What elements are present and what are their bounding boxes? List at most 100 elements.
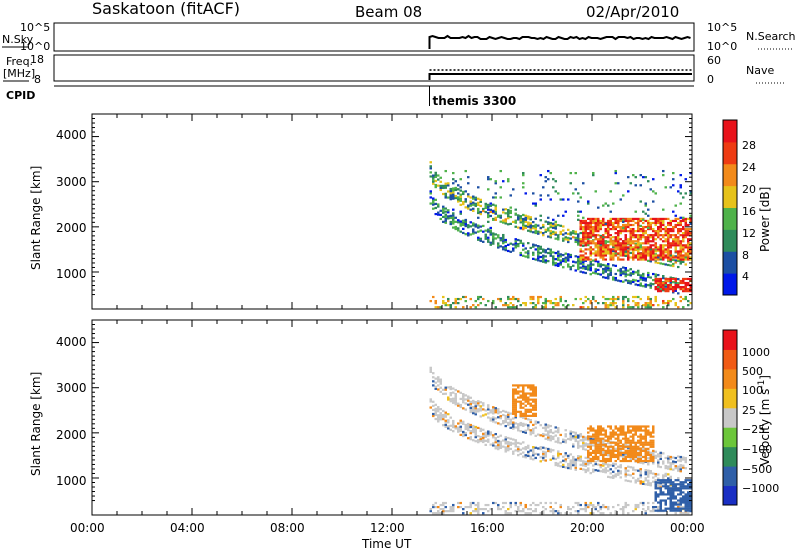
heatmap-cell (522, 451, 525, 454)
heatmap-cell (687, 304, 690, 307)
heatmap-cell (599, 263, 602, 266)
heatmap-cell (677, 257, 680, 261)
heatmap-cell (637, 225, 640, 229)
heatmap-cell (562, 233, 565, 236)
heatmap-cell (664, 479, 667, 482)
heatmap-cell (632, 466, 635, 469)
heatmap-cell (454, 216, 457, 219)
heatmap-cell (624, 275, 627, 278)
heatmap-cell (689, 487, 692, 490)
heatmap-cell (537, 251, 540, 254)
heatmap-cell (434, 413, 437, 417)
heatmap-cell (609, 468, 612, 471)
heatmap-cell (607, 267, 610, 270)
heatmap-cell (487, 438, 490, 441)
heatmap-cell (532, 392, 535, 395)
heatmap-cell (654, 479, 657, 482)
heatmap-cell (452, 197, 455, 200)
heatmap-cell (664, 254, 667, 257)
heatmap-cell (549, 448, 552, 451)
heatmap-cell (662, 460, 665, 463)
heatmap-cell (432, 372, 435, 375)
heatmap-cell (614, 302, 617, 305)
heatmap-cell (442, 503, 445, 507)
heatmap-cell (684, 230, 687, 233)
heatmap-cell (674, 204, 677, 207)
heatmap-cell (669, 230, 672, 233)
heatmap-cell (494, 182, 497, 185)
heatmap-cell (479, 405, 482, 408)
heatmap-cell (537, 503, 540, 507)
heatmap-cell (429, 161, 432, 164)
heatmap-cell (454, 188, 457, 192)
heatmap-cell (479, 435, 482, 439)
heatmap-cell (477, 186, 480, 189)
heatmap-cell (489, 243, 492, 246)
heatmap-cell (657, 481, 660, 484)
heatmap-cell (664, 501, 667, 504)
heatmap-cell (632, 250, 635, 253)
heatmap-cell (637, 269, 640, 272)
heatmap-cell (514, 408, 517, 411)
heatmap-cell (674, 503, 677, 506)
heatmap-cell (509, 211, 512, 215)
heatmap-cell (509, 437, 512, 440)
heatmap-cell (609, 464, 612, 467)
heatmap-cell (614, 453, 617, 457)
heatmap-cell (629, 223, 632, 227)
heatmap-cell (639, 238, 642, 241)
heatmap-cell (672, 258, 675, 262)
heatmap-cell (447, 209, 450, 212)
heatmap-cell (572, 230, 575, 233)
heatmap-cell (644, 277, 647, 280)
heatmap-cell (534, 248, 537, 251)
heatmap-cell (604, 268, 607, 271)
heatmap-cell (662, 169, 665, 173)
heatmap-cell (599, 441, 602, 444)
heatmap-cell (627, 223, 630, 227)
heatmap-cell (537, 224, 540, 227)
heatmap-cell (494, 210, 497, 213)
heatmap-cell (459, 224, 462, 227)
heatmap-cell (634, 451, 637, 455)
heatmap-cell (514, 416, 517, 419)
heatmap-cell (592, 234, 595, 237)
heatmap-cell (474, 405, 477, 408)
heatmap-cell (682, 254, 685, 257)
heatmap-cell (532, 297, 535, 301)
heatmap-cell (564, 306, 567, 309)
heatmap-cell (514, 390, 517, 393)
heatmap-cell (584, 464, 587, 468)
power-colorbar-label: Power [dB] (758, 187, 772, 252)
heatmap-cell (557, 510, 560, 513)
heatmap-cell (657, 495, 660, 498)
heatmap-cell (564, 454, 567, 457)
heatmap-cell (462, 223, 465, 226)
heatmap-cell (657, 463, 660, 466)
heatmap-cell (579, 254, 582, 257)
heatmap-cell (569, 231, 572, 234)
heatmap-cell (524, 456, 527, 459)
heatmap-cell (617, 279, 620, 282)
heatmap-cell (564, 458, 567, 461)
heatmap-cell (624, 435, 627, 438)
heatmap-cell (614, 227, 617, 231)
velocity-ytick-4000: 4000 (56, 335, 87, 349)
heatmap-cell (552, 261, 555, 264)
heatmap-cell (652, 248, 655, 251)
colorbar-swatch (723, 485, 737, 506)
heatmap-cell (617, 442, 620, 445)
heatmap-cell (514, 445, 517, 448)
heatmap-cell (572, 192, 575, 195)
heatmap-cell (577, 257, 580, 261)
heatmap-cell (524, 398, 527, 401)
heatmap-cell (614, 252, 617, 255)
heatmap-cell (534, 394, 537, 397)
heatmap-cell (629, 217, 632, 221)
heatmap-cell (449, 505, 452, 509)
heatmap-cell (679, 174, 682, 177)
heatmap-cell (622, 427, 625, 430)
heatmap-cell (482, 414, 485, 417)
heatmap-cell (429, 366, 432, 369)
heatmap-cell (457, 501, 460, 505)
